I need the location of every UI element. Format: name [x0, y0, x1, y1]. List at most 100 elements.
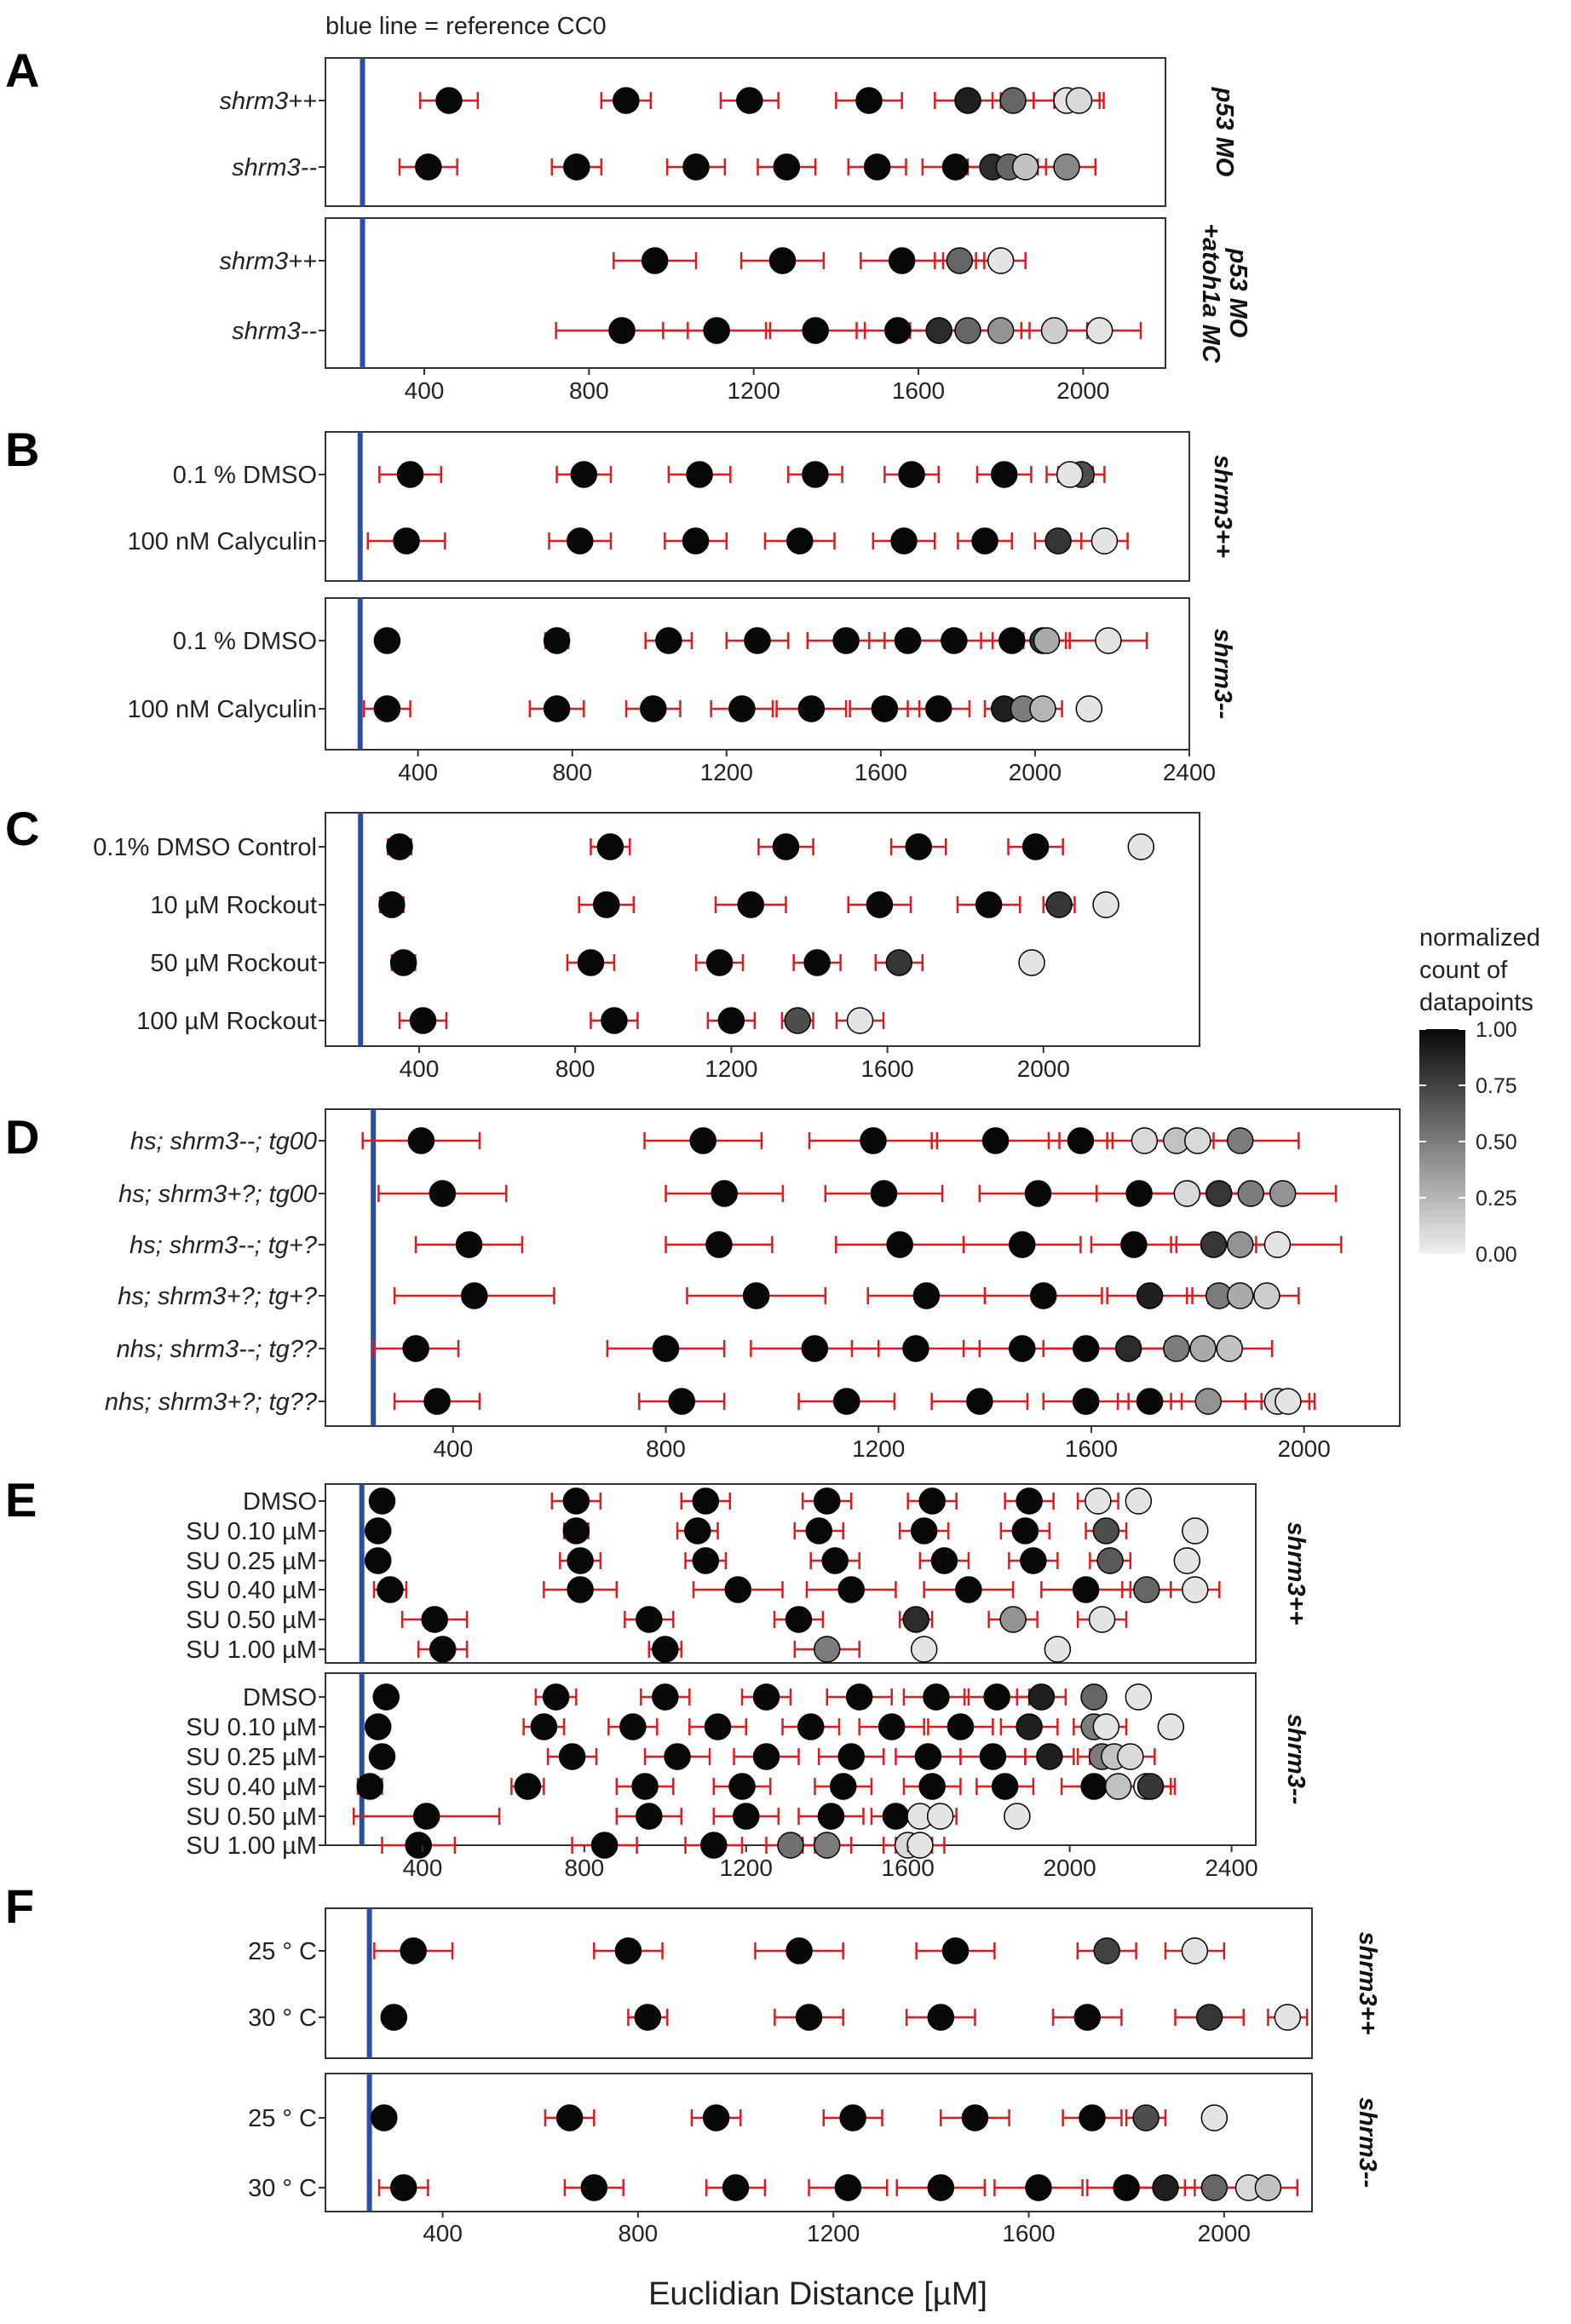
- row-label: 30 ° C: [248, 2175, 317, 2202]
- data-point: [786, 527, 814, 555]
- facet-strip-label: shrm3++: [1354, 1932, 1381, 2035]
- data-point: [1018, 949, 1045, 976]
- data-point: [664, 1743, 691, 1770]
- data-point: [380, 2004, 408, 2031]
- data-point: [1104, 1773, 1132, 1800]
- data-point: [947, 1713, 975, 1740]
- panel-letter: D: [5, 1110, 39, 1164]
- data-point: [803, 949, 831, 976]
- x-tick-label: 2400: [1163, 759, 1216, 785]
- data-point: [1009, 1231, 1036, 1258]
- data-point: [543, 695, 571, 722]
- data-point: [923, 1683, 950, 1711]
- data-point: [1132, 2104, 1160, 2131]
- data-point: [711, 1180, 738, 1207]
- data-point: [829, 1773, 857, 1800]
- data-point: [1253, 1282, 1280, 1309]
- x-axis: 400 800 1200 1600 2000: [423, 2211, 1251, 2246]
- data-point: [400, 1937, 427, 1964]
- data-point: [405, 1832, 432, 1859]
- data-point: [1163, 1335, 1190, 1362]
- data-point: [423, 1388, 451, 1415]
- data-point: [389, 949, 417, 976]
- data-point: [1020, 1547, 1047, 1574]
- data-point: [752, 1743, 780, 1770]
- plot-frame: [325, 597, 1190, 751]
- row-label: nhs; shrm3--; tg??: [117, 1336, 318, 1363]
- data-point: [954, 87, 981, 114]
- data-point: [640, 695, 667, 722]
- data-point: [946, 247, 974, 274]
- legend-colorbar: [1419, 1029, 1465, 1254]
- data-point: [724, 1576, 752, 1603]
- x-tick-label: 400: [403, 1855, 443, 1881]
- data-point: [795, 2004, 823, 2031]
- x-tick-label: 400: [400, 1056, 440, 1082]
- data-point: [1072, 1388, 1100, 1415]
- data-point: [543, 627, 571, 654]
- data-point: [631, 1773, 659, 1800]
- data-point: [1216, 1335, 1243, 1362]
- data-point: [1067, 1127, 1095, 1154]
- data-point: [705, 1231, 733, 1258]
- data-point: [961, 2104, 989, 2131]
- data-row: DMSO: [243, 1683, 1153, 1711]
- row-label: SU 0.50 µM: [186, 1803, 317, 1831]
- data-point: [377, 1576, 404, 1603]
- data-row: 0.1 % DMSO: [173, 461, 1106, 489]
- data-point: [797, 695, 826, 722]
- data-point: [910, 1636, 938, 1663]
- data-row: 30 ° C: [248, 2004, 1309, 2032]
- data-point: [702, 2104, 730, 2131]
- data-point: [888, 247, 916, 274]
- facet-strip-line: p53 MO: [1224, 248, 1252, 338]
- data-point: [652, 1335, 680, 1362]
- data-point: [409, 1007, 437, 1034]
- row-label: 0.1 % DMSO: [173, 628, 317, 655]
- data-point: [684, 1517, 711, 1545]
- data-point: [737, 891, 765, 918]
- data-point: [636, 1606, 663, 1633]
- data-point: [927, 2174, 955, 2201]
- data-point: [768, 247, 797, 274]
- row-label: SU 0.25 µM: [186, 1548, 317, 1575]
- data-point: [704, 1713, 732, 1740]
- data-row: SU 0.40 µM: [186, 1576, 1221, 1604]
- plot-frame: [325, 812, 1200, 1047]
- data-point: [817, 1803, 845, 1830]
- data-point: [898, 461, 925, 488]
- x-tick-label: 1600: [892, 377, 945, 404]
- data-point: [364, 1517, 392, 1545]
- data-point: [614, 1937, 642, 1964]
- facet: shrm3-- DMSO SU 0.10 µM SU 0.25 µM SU 0.40 µ…: [186, 1672, 1309, 1860]
- data-point: [1136, 1388, 1164, 1415]
- data-point: [1080, 1683, 1108, 1711]
- data-point: [1263, 1231, 1292, 1258]
- data-point: [1136, 1282, 1164, 1309]
- data-point: [885, 949, 913, 976]
- data-row: shrm3++: [220, 87, 1105, 115]
- data-point: [567, 1547, 594, 1574]
- data-row: DMSO: [243, 1487, 1153, 1516]
- data-point: [837, 1576, 865, 1603]
- data-point: [368, 1743, 396, 1770]
- data-point: [1173, 1180, 1201, 1207]
- data-point: [1120, 1231, 1148, 1258]
- data-row: nhs; shrm3+?; tg??: [105, 1388, 1316, 1416]
- row-label: DMSO: [243, 1684, 317, 1711]
- legend-tick-label: 1.00: [1476, 1018, 1517, 1042]
- data-point: [1021, 833, 1050, 860]
- data-point: [1040, 317, 1068, 344]
- facet-strip-line: shrm3--: [1354, 2097, 1381, 2188]
- data-point: [429, 1180, 457, 1207]
- data-point: [1024, 1180, 1052, 1207]
- panel-letter: B: [5, 423, 39, 476]
- data-point: [866, 891, 894, 918]
- data-point: [1072, 1335, 1100, 1362]
- data-point: [429, 1636, 457, 1663]
- data-point: [1181, 1937, 1209, 1964]
